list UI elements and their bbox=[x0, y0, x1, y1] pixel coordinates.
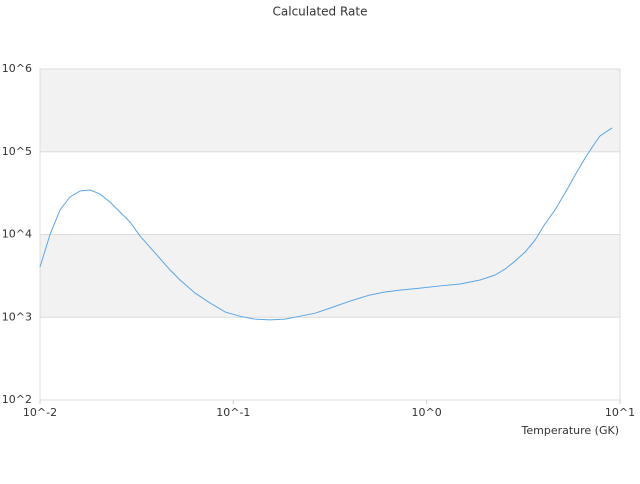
y-tick-label: 10^4 bbox=[2, 228, 32, 241]
grid-band bbox=[40, 234, 620, 318]
x-tick-label: 10^-2 bbox=[23, 406, 57, 419]
y-tick-label: 10^5 bbox=[2, 145, 32, 158]
plot-frame bbox=[39, 68, 621, 401]
x-axis-label: Temperature (GK) bbox=[521, 424, 620, 437]
x-tick-label: 10^-1 bbox=[216, 406, 250, 419]
y-tick-label: 10^6 bbox=[2, 62, 32, 75]
chart-title: Calculated Rate bbox=[273, 5, 368, 19]
x-tick-label: 10^0 bbox=[412, 406, 442, 419]
y-tick-label: 10^3 bbox=[2, 310, 32, 323]
grid-band bbox=[40, 69, 620, 152]
y-tick-label: 10^2 bbox=[2, 393, 32, 406]
data-line bbox=[39, 127, 613, 321]
x-tick-label: 10^1 bbox=[605, 406, 635, 419]
